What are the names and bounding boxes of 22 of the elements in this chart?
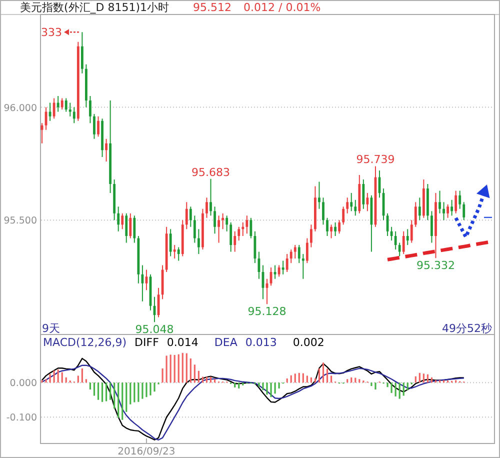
title: MACD(12,26,9) (43, 336, 127, 349)
y-tick-label: -0.100 (6, 412, 37, 424)
legend-label: DIFF (134, 336, 159, 349)
annotation: 0.013 (245, 336, 277, 349)
y-tick-label: 0.000 (10, 378, 37, 390)
annotation: 95.048 (135, 323, 174, 336)
x-tick-label: 2016/09/23 (118, 446, 176, 458)
subtitle: 95.512 (193, 1, 232, 14)
annotation: 0.002 (292, 336, 324, 349)
annotation: 9天 (42, 322, 60, 335)
annotation: 49分52秒 (442, 322, 492, 335)
y-tick-label: 96.000 (4, 102, 37, 114)
annotation: 95.332 (416, 259, 455, 272)
annotation: 95.128 (248, 305, 286, 318)
annotation: 95.683 (192, 166, 230, 179)
annotation: 333 (41, 26, 62, 40)
annotation: 0.012 / 0.01% (244, 1, 321, 14)
annotation: 0.014 (166, 336, 198, 349)
title: 美元指数(外汇_D 8151)1小时 (20, 1, 170, 14)
y-tick-label: 95.500 (4, 216, 37, 227)
legend-label: DEA (214, 336, 238, 349)
annotation: 95.739 (356, 153, 395, 166)
